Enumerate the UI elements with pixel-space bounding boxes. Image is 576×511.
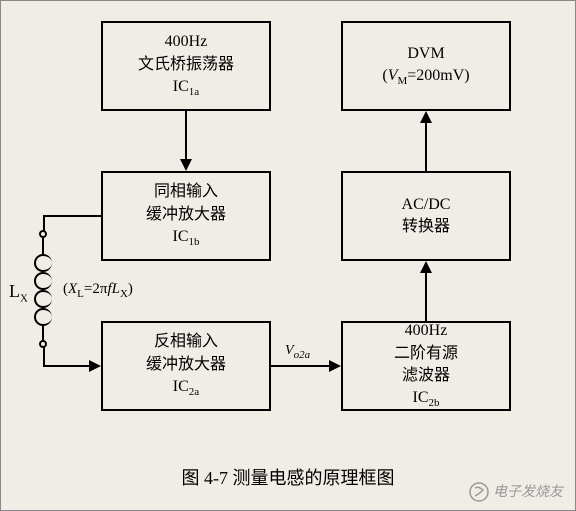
arrow-L-bufneg: [89, 360, 101, 372]
acdc-box: AC/DC 转换器: [341, 171, 511, 261]
arrow-osc-bufpos: [180, 159, 192, 171]
line-acdc-dvm: [425, 123, 427, 171]
filter-line4: IC2b: [413, 387, 440, 412]
dvm-line2: (VM=200mV): [382, 65, 469, 90]
filter-line1: 400Hz: [405, 320, 448, 342]
line-bufpos-L: [43, 215, 101, 217]
bufneg-line2: 缓冲放大器: [146, 354, 226, 376]
line-bufneg-L-h: [43, 365, 89, 367]
bufneg-line1: 反相输入: [154, 331, 218, 353]
line-bufneg-filter: [271, 365, 329, 367]
lx-label: LX: [9, 281, 28, 305]
arrow-bufneg-filter: [329, 360, 341, 372]
oscillator-box: 400Hz 文氏桥振荡器 IC1a: [101, 21, 271, 111]
arrow-filter-acdc: [420, 261, 432, 273]
bufneg-line3: IC2a: [173, 376, 199, 401]
noninverting-buffer-box: 同相输入 缓冲放大器 IC1b: [101, 171, 271, 261]
dvm-line1: DVM: [407, 43, 444, 65]
arrow-acdc-dvm: [420, 111, 432, 123]
inverting-buffer-box: 反相输入 缓冲放大器 IC2a: [101, 321, 271, 411]
filter-box: 400Hz 二阶有源 滤波器 IC2b: [341, 321, 511, 411]
diagram-container: 400Hz 文氏桥振荡器 IC1a DVM (VM=200mV) 同相输入 缓冲…: [0, 0, 576, 511]
osc-line1: 400Hz: [165, 31, 208, 53]
dvm-box: DVM (VM=200mV): [341, 21, 511, 111]
watermark: 电子发烧友: [469, 481, 563, 502]
bufpos-line3: IC1b: [173, 226, 200, 251]
acdc-line1: AC/DC: [402, 194, 451, 216]
xl-formula: (XL=2πfLX): [63, 281, 133, 300]
inductor-node-top: [39, 230, 47, 238]
acdc-line2: 转换器: [402, 216, 450, 238]
inductor-symbol: [31, 234, 55, 344]
osc-line3: IC1a: [173, 76, 199, 101]
bufpos-line2: 缓冲放大器: [146, 204, 226, 226]
vo2a-label: Vo2a: [285, 343, 310, 361]
inductor-node-bottom: [39, 340, 47, 348]
watermark-icon: [469, 482, 489, 502]
bufpos-line1: 同相输入: [154, 181, 218, 203]
filter-line3: 滤波器: [402, 365, 450, 387]
line-filter-acdc: [425, 273, 427, 321]
line-osc-bufpos: [185, 111, 187, 159]
filter-line2: 二阶有源: [394, 343, 458, 365]
osc-line2: 文氏桥振荡器: [138, 54, 234, 76]
